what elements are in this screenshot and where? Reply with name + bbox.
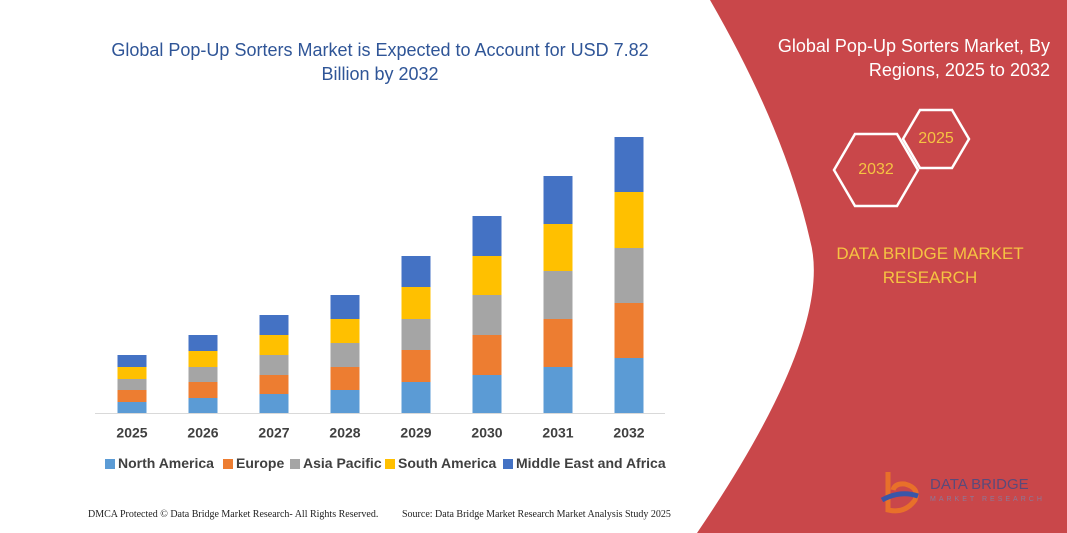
bar-segment	[259, 394, 289, 413]
bar-segment	[117, 367, 147, 379]
bar-segment	[330, 390, 360, 413]
bar-segment	[472, 295, 502, 335]
hex-label: 2025	[918, 130, 954, 147]
logo-mark	[885, 472, 919, 514]
bar-segment	[330, 367, 360, 390]
panel-title: Global Pop-Up Sorters Market, By Regions…	[777, 36, 1050, 80]
bar-segment	[259, 315, 289, 335]
chart-title: Global Pop-Up Sorters Market is Expected…	[111, 40, 649, 84]
x-tick-label: 2028	[329, 425, 360, 441]
x-tick-label: 2025	[116, 425, 147, 441]
brand: DATA BRIDGE MARKET RESEARCH	[836, 244, 1024, 287]
bar-segment	[330, 319, 360, 343]
legend-label: North America	[118, 455, 214, 471]
bar-segment	[401, 256, 431, 287]
legend-swatch	[503, 459, 513, 469]
bar-segment	[188, 398, 218, 413]
bar-segment	[543, 224, 573, 271]
legend-label: Europe	[236, 455, 284, 471]
bar-segment	[401, 319, 431, 350]
legend-label: South America	[398, 455, 496, 471]
bar-segment	[614, 303, 644, 358]
footer-left: DMCA Protected © Data Bridge Market Rese…	[88, 509, 379, 520]
footer-right: Source: Data Bridge Market Research Mark…	[402, 509, 671, 520]
logo-name: DATA BRIDGE	[930, 476, 1029, 493]
bar-segment	[543, 367, 573, 413]
side-panel	[697, 0, 1067, 533]
hex-label: 2032	[858, 161, 894, 178]
bar-segment	[188, 367, 218, 382]
x-tick-label: 2030	[471, 425, 502, 441]
bar-segment	[472, 335, 502, 375]
legend-label: Middle East and Africa	[516, 455, 666, 471]
bar-segment	[472, 375, 502, 413]
bar-segment	[188, 382, 218, 398]
bar-segment	[330, 295, 360, 319]
legend-swatch	[385, 459, 395, 469]
x-tick-label: 2029	[400, 425, 431, 441]
bar-segment	[117, 402, 147, 413]
bar-segment	[543, 271, 573, 319]
bar-segment	[259, 355, 289, 375]
bar-segment	[614, 248, 644, 303]
hexagon	[901, 108, 971, 170]
hexagon	[832, 132, 920, 208]
legend-label: Asia Pacific	[303, 455, 382, 471]
bar-segment	[472, 256, 502, 295]
bar-segment	[330, 343, 360, 367]
bar-segment	[401, 382, 431, 413]
legend-swatch	[290, 459, 300, 469]
bar-segment	[259, 375, 289, 394]
bar-segment	[543, 319, 573, 367]
bar-segment	[117, 355, 147, 367]
logo-mark	[880, 491, 919, 503]
bar-segment	[117, 379, 147, 390]
x-tick-label: 2032	[613, 425, 644, 441]
bar-segment	[614, 192, 644, 248]
bar-segment	[401, 350, 431, 382]
legend-swatch	[105, 459, 115, 469]
x-tick-label: 2026	[187, 425, 218, 441]
bar-segment	[614, 358, 644, 413]
x-tick-label: 2027	[258, 425, 289, 441]
bar-segment	[117, 390, 147, 402]
logo-tagline: MARKET RESEARCH	[930, 496, 1045, 503]
logo: DATA BRIDGE MARKET RESEARCH	[880, 472, 1045, 514]
bar-segment	[401, 287, 431, 319]
bar-segment	[188, 335, 218, 351]
bar-segment	[543, 176, 573, 224]
bar-segment	[188, 351, 218, 367]
legend-swatch	[223, 459, 233, 469]
bar-segment	[472, 216, 502, 256]
bar-segment	[259, 335, 289, 355]
x-tick-label: 2031	[542, 425, 573, 441]
bar-segment	[614, 137, 644, 192]
